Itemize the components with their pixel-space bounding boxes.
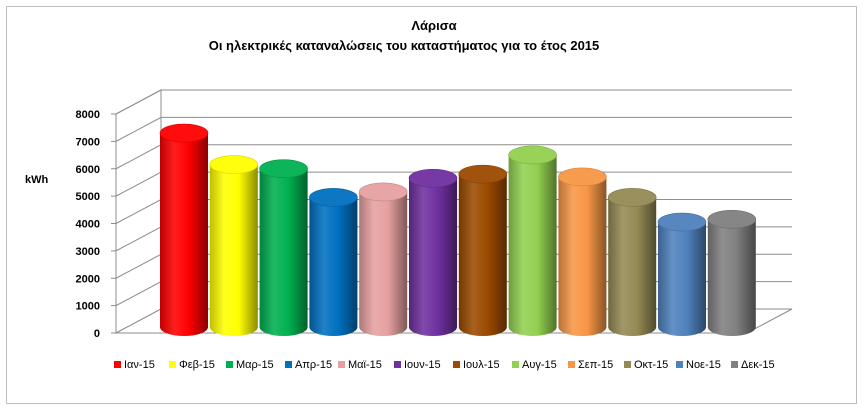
bar-body xyxy=(658,222,706,336)
legend-item: Δεκ-15 xyxy=(731,359,775,371)
legend-label: Φεβ-15 xyxy=(179,359,215,371)
legend-swatch xyxy=(169,361,176,368)
legend-label: Μαρ-15 xyxy=(236,359,274,371)
bar-top xyxy=(508,145,557,165)
y-tick-label: 0 xyxy=(94,328,100,340)
legend-label: Νοε-15 xyxy=(686,359,721,371)
bar-top xyxy=(657,212,707,232)
y-axis-ticks: 0 1000 2000 3000 4000 5000 6000 7000 8000 xyxy=(76,109,116,340)
y-tick-label: 7000 xyxy=(76,136,100,148)
bar xyxy=(259,159,308,336)
legend-item: Αυγ-15 xyxy=(512,359,557,371)
bars xyxy=(159,123,757,336)
legend-item: Ιαν-15 xyxy=(114,359,155,371)
legend-swatch xyxy=(226,361,233,368)
legend-label: Απρ-15 xyxy=(295,359,332,371)
legend-swatch xyxy=(624,361,631,368)
legend-item: Ιουν-15 xyxy=(394,359,441,371)
bar-top xyxy=(209,155,259,174)
bar xyxy=(408,168,458,336)
legend-swatch xyxy=(453,361,460,368)
legend-swatch xyxy=(731,361,738,368)
chart-title: Λάρισα xyxy=(411,18,456,33)
bar-body xyxy=(608,197,657,336)
bar-body xyxy=(458,174,507,336)
legend-swatch xyxy=(394,361,401,368)
chart-subtitle: Οι ηλεκτρικές καταναλώσεις του καταστήμα… xyxy=(209,38,600,53)
bar-top xyxy=(707,210,757,229)
legend-label: Σεπ-15 xyxy=(578,359,613,371)
legend-swatch xyxy=(338,361,345,368)
bar-top xyxy=(358,182,408,202)
bar-top xyxy=(558,167,607,187)
bar xyxy=(209,155,259,336)
legend-label: Ιουλ-15 xyxy=(463,359,500,371)
legend-item: Μαρ-15 xyxy=(226,359,274,371)
legend-swatch xyxy=(285,361,292,368)
y-tick-label: 1000 xyxy=(76,301,100,313)
chart-frame: 0 1000 2000 3000 4000 5000 6000 7000 8000 Λάρισα… xyxy=(6,6,857,404)
bar-body xyxy=(508,154,557,336)
legend-swatch xyxy=(568,361,575,368)
legend-item: Νοε-15 xyxy=(676,359,721,371)
legend-swatch xyxy=(114,361,121,368)
bar-top xyxy=(259,159,308,178)
bar xyxy=(707,210,757,336)
y-tick-label: 2000 xyxy=(76,273,100,285)
bar xyxy=(159,123,209,336)
legend-label: Ιαν-15 xyxy=(124,359,155,371)
legend-item: Φεβ-15 xyxy=(169,359,215,371)
bar xyxy=(657,212,707,336)
legend-item: Απρ-15 xyxy=(285,359,332,371)
bar-body xyxy=(707,219,756,336)
y-tick-label: 5000 xyxy=(76,191,100,203)
legend-swatch xyxy=(676,361,683,368)
gridline xyxy=(115,89,792,115)
bar-body xyxy=(160,133,208,336)
y-tick-label: 4000 xyxy=(76,219,100,231)
legend-label: Μαϊ-15 xyxy=(348,359,382,371)
legend-item: Μαϊ-15 xyxy=(338,359,382,371)
bar xyxy=(458,164,508,336)
bar xyxy=(607,188,657,336)
bar-top xyxy=(408,168,458,188)
bar-chart: 0 1000 2000 3000 4000 5000 6000 7000 8000 Λάρισα… xyxy=(25,18,793,371)
y-tick-label: 6000 xyxy=(76,164,100,176)
bar-top xyxy=(309,188,358,207)
bar xyxy=(358,182,408,336)
y-tick-label: 8000 xyxy=(76,109,100,121)
bar-top xyxy=(159,123,209,143)
bar-body xyxy=(558,176,607,336)
bar-body xyxy=(309,197,358,336)
legend-item: Σεπ-15 xyxy=(568,359,613,371)
legend-label: Δεκ-15 xyxy=(741,359,775,371)
bar xyxy=(508,145,557,336)
legend-item: Ιουλ-15 xyxy=(453,359,500,371)
gridline xyxy=(115,116,792,142)
bar xyxy=(558,167,607,336)
legend-label: Οκτ-15 xyxy=(634,359,668,371)
legend-label: Ιουν-15 xyxy=(404,359,441,371)
y-tick-label: 3000 xyxy=(76,246,100,258)
legend-swatch xyxy=(512,361,519,368)
legend-item: Οκτ-15 xyxy=(624,359,668,371)
bar-body xyxy=(409,178,457,336)
y-axis-label: kWh xyxy=(25,174,49,186)
bar-top xyxy=(458,164,508,184)
bar-body xyxy=(359,191,408,336)
bar-body xyxy=(209,164,258,336)
bar xyxy=(309,188,358,336)
legend-label: Αυγ-15 xyxy=(522,359,557,371)
bar-body xyxy=(259,168,308,336)
bar-top xyxy=(607,188,657,207)
legend: Ιαν-15 Φεβ-15 Μαρ-15 Απρ-15 Μαϊ-15 Ιουν-15 Ιου… xyxy=(114,359,775,371)
